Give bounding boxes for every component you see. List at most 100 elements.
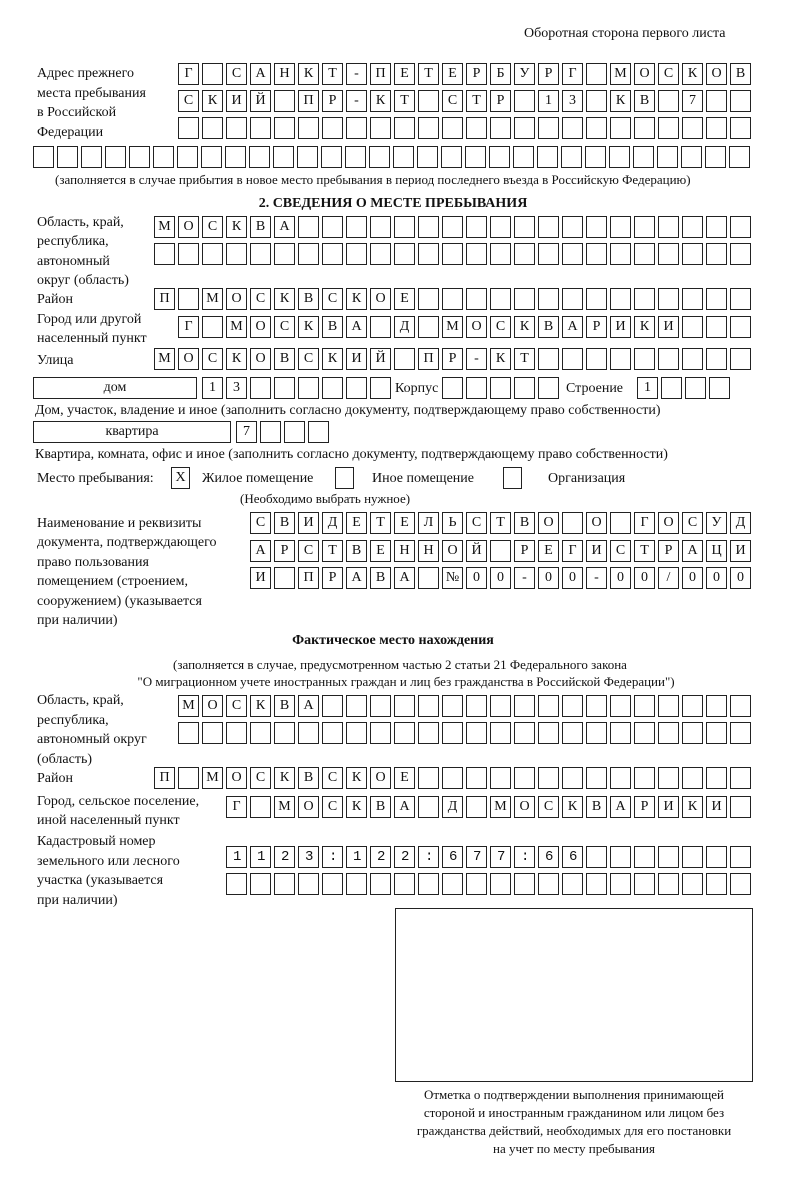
char-cell[interactable]: [370, 695, 391, 717]
char-cell[interactable]: Н: [418, 540, 439, 562]
char-cell[interactable]: [250, 796, 271, 818]
char-cell[interactable]: [322, 377, 343, 399]
char-cell[interactable]: [274, 243, 295, 265]
char-cell[interactable]: [657, 146, 678, 168]
char-cell[interactable]: [250, 377, 271, 399]
char-cell[interactable]: [514, 243, 535, 265]
char-cell[interactable]: И: [658, 316, 679, 338]
char-cell[interactable]: [658, 288, 679, 310]
char-cell[interactable]: [634, 846, 655, 868]
char-cell[interactable]: [514, 767, 535, 789]
char-cell[interactable]: -: [346, 63, 367, 85]
char-cell[interactable]: [490, 695, 511, 717]
char-cell[interactable]: [634, 873, 655, 895]
char-cell[interactable]: [610, 243, 631, 265]
char-cell[interactable]: [370, 216, 391, 238]
char-cell[interactable]: В: [370, 796, 391, 818]
char-cell[interactable]: [586, 63, 607, 85]
char-cell[interactable]: [610, 512, 631, 534]
char-cell[interactable]: [634, 216, 655, 238]
char-cell[interactable]: [442, 117, 463, 139]
char-cell[interactable]: [298, 117, 319, 139]
char-cell[interactable]: К: [322, 348, 343, 370]
char-cell[interactable]: С: [250, 512, 271, 534]
char-cell[interactable]: [418, 243, 439, 265]
char-cell[interactable]: 0: [730, 567, 751, 589]
char-cell[interactable]: [706, 695, 727, 717]
char-cell[interactable]: С: [466, 512, 487, 534]
char-cell[interactable]: [322, 873, 343, 895]
char-cell[interactable]: [394, 695, 415, 717]
char-cell[interactable]: [730, 873, 751, 895]
char-cell[interactable]: [346, 695, 367, 717]
char-cell[interactable]: [538, 767, 559, 789]
char-cell[interactable]: [514, 873, 535, 895]
char-cell[interactable]: О: [370, 767, 391, 789]
char-cell[interactable]: [706, 288, 727, 310]
char-cell[interactable]: М: [490, 796, 511, 818]
char-cell[interactable]: С: [250, 288, 271, 310]
char-cell[interactable]: К: [250, 695, 271, 717]
char-cell[interactable]: О: [178, 348, 199, 370]
char-cell[interactable]: [634, 117, 655, 139]
char-cell[interactable]: [586, 243, 607, 265]
char-cell[interactable]: -: [466, 348, 487, 370]
char-cell[interactable]: И: [298, 512, 319, 534]
char-cell[interactable]: А: [562, 316, 583, 338]
char-cell[interactable]: [105, 146, 126, 168]
char-cell[interactable]: С: [250, 767, 271, 789]
char-cell[interactable]: М: [274, 796, 295, 818]
char-cell[interactable]: [634, 243, 655, 265]
char-cell[interactable]: [466, 243, 487, 265]
char-cell[interactable]: [298, 243, 319, 265]
char-cell[interactable]: /: [658, 567, 679, 589]
char-cell[interactable]: [682, 695, 703, 717]
char-cell[interactable]: А: [610, 796, 631, 818]
char-cell[interactable]: [466, 216, 487, 238]
char-cell[interactable]: [442, 288, 463, 310]
char-cell[interactable]: А: [394, 567, 415, 589]
char-cell[interactable]: [346, 377, 367, 399]
char-cell[interactable]: И: [586, 540, 607, 562]
char-cell[interactable]: [709, 377, 730, 399]
char-cell[interactable]: Р: [634, 796, 655, 818]
char-cell[interactable]: С: [202, 348, 223, 370]
char-cell[interactable]: [321, 146, 342, 168]
char-cell[interactable]: А: [250, 540, 271, 562]
house-type-field[interactable]: дом: [33, 377, 197, 399]
char-cell[interactable]: О: [226, 767, 247, 789]
char-cell[interactable]: [308, 421, 329, 443]
char-cell[interactable]: Т: [394, 90, 415, 112]
char-cell[interactable]: [177, 146, 198, 168]
char-cell[interactable]: [538, 216, 559, 238]
char-cell[interactable]: [490, 540, 511, 562]
char-cell[interactable]: [610, 846, 631, 868]
char-cell[interactable]: [250, 846, 271, 868]
char-cell[interactable]: [260, 421, 281, 443]
char-cell[interactable]: [202, 117, 223, 139]
char-cell[interactable]: [418, 90, 439, 112]
char-cell[interactable]: [370, 243, 391, 265]
char-cell[interactable]: [682, 348, 703, 370]
char-cell[interactable]: -: [514, 567, 535, 589]
char-cell[interactable]: [322, 846, 343, 868]
char-cell[interactable]: Д: [322, 512, 343, 534]
char-cell[interactable]: [610, 722, 631, 744]
char-cell[interactable]: В: [322, 316, 343, 338]
char-cell[interactable]: О: [634, 63, 655, 85]
char-cell[interactable]: [250, 117, 271, 139]
char-cell[interactable]: [706, 767, 727, 789]
char-cell[interactable]: [418, 722, 439, 744]
char-cell[interactable]: [57, 146, 78, 168]
char-cell[interactable]: [634, 767, 655, 789]
char-cell[interactable]: Т: [466, 90, 487, 112]
char-cell[interactable]: [562, 846, 583, 868]
char-cell[interactable]: [418, 846, 439, 868]
char-cell[interactable]: [561, 146, 582, 168]
char-cell[interactable]: К: [682, 796, 703, 818]
char-cell[interactable]: Р: [490, 90, 511, 112]
char-cell[interactable]: [538, 243, 559, 265]
char-cell[interactable]: Е: [346, 512, 367, 534]
char-cell[interactable]: [706, 243, 727, 265]
char-cell[interactable]: Р: [658, 540, 679, 562]
